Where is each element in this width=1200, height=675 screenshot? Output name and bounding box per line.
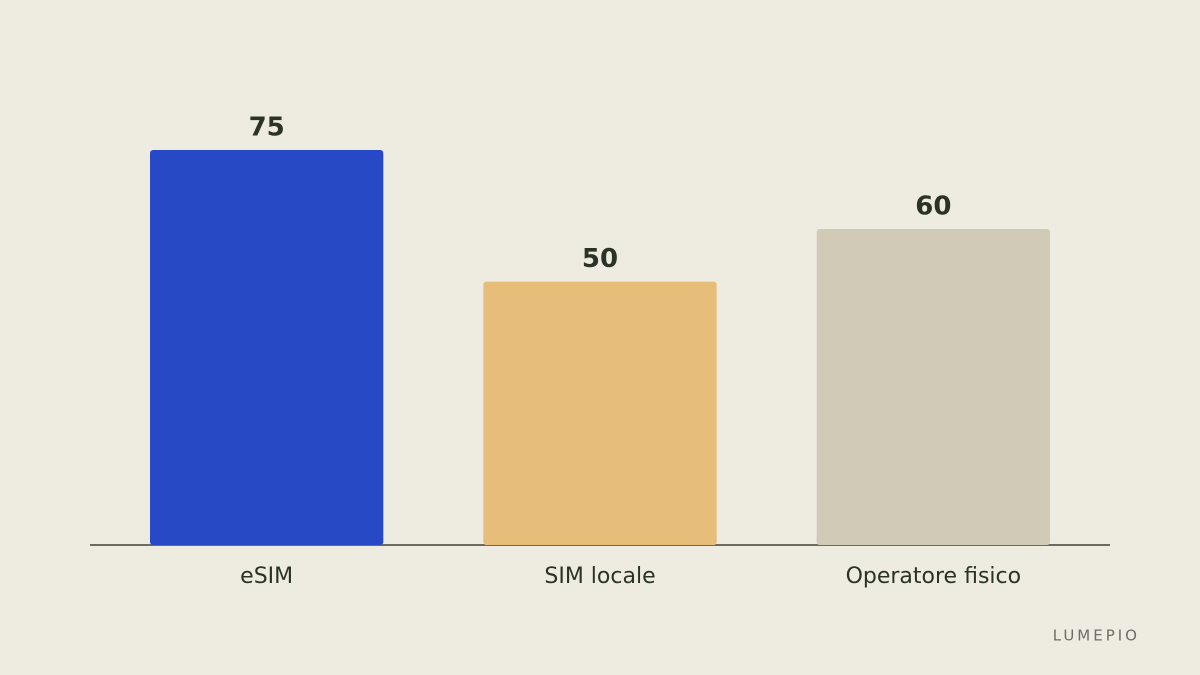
x-tick-label: eSIM xyxy=(240,564,293,589)
value-label: 60 xyxy=(915,192,951,222)
bar xyxy=(483,281,717,545)
value-label: 75 xyxy=(249,113,285,143)
x-tick-label: Operatore fisico xyxy=(846,564,1022,589)
bar xyxy=(150,150,384,545)
value-label: 50 xyxy=(582,244,618,274)
x-tick-label: SIM locale xyxy=(544,564,655,589)
bar xyxy=(816,229,1050,545)
brand: LUMEPIO xyxy=(1053,627,1140,645)
